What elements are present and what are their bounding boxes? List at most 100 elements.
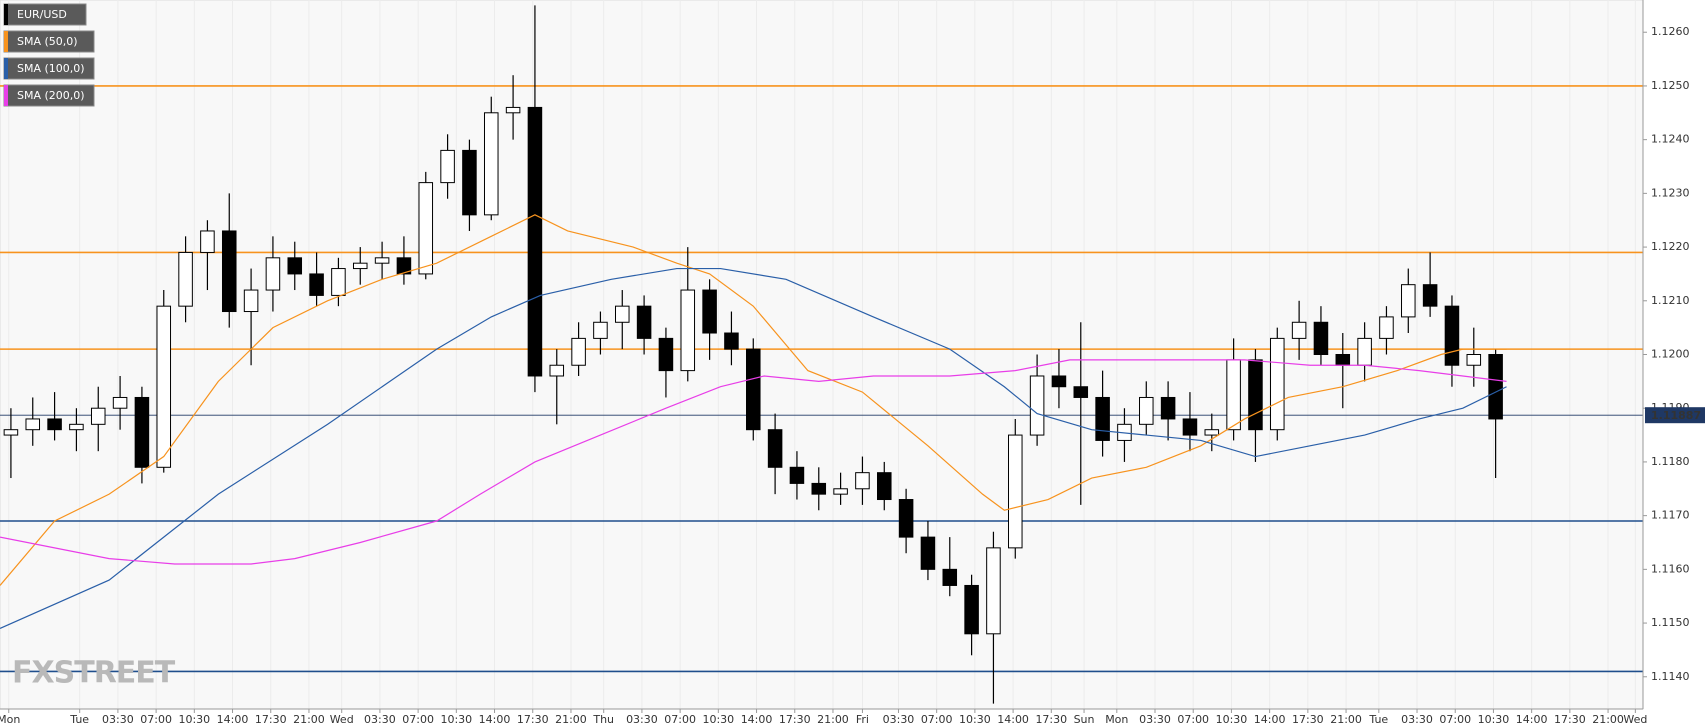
candle-body xyxy=(833,488,848,495)
sma-line xyxy=(0,267,1507,629)
candle-body xyxy=(418,182,434,275)
candle-body xyxy=(47,418,62,431)
candle-body xyxy=(1139,396,1154,425)
x-tick-label: 03:30 xyxy=(626,713,658,726)
candle-body xyxy=(440,149,455,184)
candle-body xyxy=(1248,359,1263,431)
x-tick-label: Sun xyxy=(1074,713,1095,726)
candle-body xyxy=(156,305,172,468)
last-price-box xyxy=(1645,407,1705,424)
candle-body xyxy=(1226,359,1241,431)
candle-body xyxy=(1291,321,1307,339)
candle-body xyxy=(680,289,696,372)
candle-body xyxy=(352,262,368,270)
marks xyxy=(0,5,1507,704)
candle-body xyxy=(462,149,477,216)
x-tick-label: 03:30 xyxy=(364,713,396,726)
candle-body xyxy=(549,364,565,377)
sma-line xyxy=(0,359,1507,565)
candle-body xyxy=(614,305,630,323)
x-tick-label: 21:00 xyxy=(293,713,325,726)
candle-body xyxy=(1204,429,1220,436)
candle-body xyxy=(178,251,193,307)
legend-swatch xyxy=(4,4,8,25)
candle-body xyxy=(374,257,390,264)
candle-body xyxy=(309,273,324,296)
candle-body xyxy=(1270,337,1285,431)
y-tick-label: 1.1220 xyxy=(1651,240,1690,253)
candle-body xyxy=(505,106,521,114)
x-tick-label: Tue xyxy=(69,713,89,726)
candle-body xyxy=(243,289,259,313)
x-tick-label: 17:30 xyxy=(1035,713,1067,726)
x-tick-label: 17:30 xyxy=(255,713,287,726)
candle-body xyxy=(724,332,739,350)
x-tick-label: 14:00 xyxy=(217,713,249,726)
x-tick-label: 07:00 xyxy=(664,713,696,726)
candle-body xyxy=(134,396,150,468)
x-tick-label: 10:30 xyxy=(440,713,472,726)
legend-label: SMA (100,0) xyxy=(17,62,85,75)
x-tick-label: Tue xyxy=(1368,713,1388,726)
candle-body xyxy=(1422,284,1438,307)
y-tick-label: 1.1160 xyxy=(1651,562,1690,575)
candle-body xyxy=(1051,375,1067,388)
x-tick-label: 03:30 xyxy=(1401,713,1433,726)
grid xyxy=(8,0,1636,709)
candle-body xyxy=(1379,316,1394,339)
y-tick-label: 1.1210 xyxy=(1651,294,1690,307)
x-tick-label: 14:00 xyxy=(1254,713,1286,726)
candle-body xyxy=(396,257,412,275)
x-tick-label: 07:00 xyxy=(140,713,172,726)
candle-body xyxy=(1401,284,1416,318)
candle-body xyxy=(69,423,84,431)
x-tick-label: 03:30 xyxy=(883,713,915,726)
x-tick-label: 07:00 xyxy=(402,713,434,726)
x-tick-label: 10:30 xyxy=(959,713,991,726)
candle-body xyxy=(1073,386,1089,398)
candle-body xyxy=(331,268,346,296)
last-price-label: 1.11887 xyxy=(1651,409,1701,422)
candle-body xyxy=(1357,337,1372,366)
x-tick-label: 17:30 xyxy=(779,713,811,726)
y-tick-label: 1.1150 xyxy=(1651,616,1690,629)
candle-body xyxy=(986,547,1001,635)
legend-label: SMA (50,0) xyxy=(17,35,78,48)
candle-body xyxy=(1182,418,1198,436)
candle-body xyxy=(1008,434,1023,549)
candle-body xyxy=(25,418,41,431)
legend-label: EUR/USD xyxy=(17,8,67,21)
candle-body xyxy=(789,466,805,484)
candle-body xyxy=(855,472,870,490)
y-tick-label: 1.1180 xyxy=(1651,455,1690,468)
candle-body xyxy=(767,429,783,468)
candle-body xyxy=(3,429,19,436)
legend-swatch xyxy=(4,31,8,52)
candle-body xyxy=(1335,354,1351,366)
candle-body xyxy=(593,321,608,339)
x-tick-label: Mon xyxy=(1105,713,1128,726)
x-tick-label: 14:00 xyxy=(741,713,773,726)
x-tick-label: 14:00 xyxy=(997,713,1029,726)
y-tick-label: 1.1260 xyxy=(1651,25,1690,38)
candle-body xyxy=(1466,354,1482,366)
x-tick-label: 07:00 xyxy=(921,713,953,726)
candle-body xyxy=(1029,375,1045,436)
candle-body xyxy=(287,257,303,275)
x-tick-label: 10:30 xyxy=(178,713,210,726)
y-tick-label: 1.1230 xyxy=(1651,186,1690,199)
candle-body xyxy=(811,482,827,495)
x-tick-label: 14:00 xyxy=(1516,713,1548,726)
x-tick-label: 21:00 xyxy=(1592,713,1624,726)
sma-line xyxy=(0,214,1507,586)
legend-swatch xyxy=(4,58,8,79)
x-tick-label: 10:30 xyxy=(702,713,734,726)
y-tick-label: 1.1140 xyxy=(1651,670,1690,683)
candle-body xyxy=(265,257,281,291)
candle-body xyxy=(1444,305,1460,366)
y-tick-label: 1.1240 xyxy=(1651,133,1690,146)
candle-body xyxy=(964,584,979,635)
candle-body xyxy=(920,536,936,570)
watermark: FXSTREET xyxy=(12,656,176,691)
x-tick-label: 07:00 xyxy=(1439,713,1471,726)
